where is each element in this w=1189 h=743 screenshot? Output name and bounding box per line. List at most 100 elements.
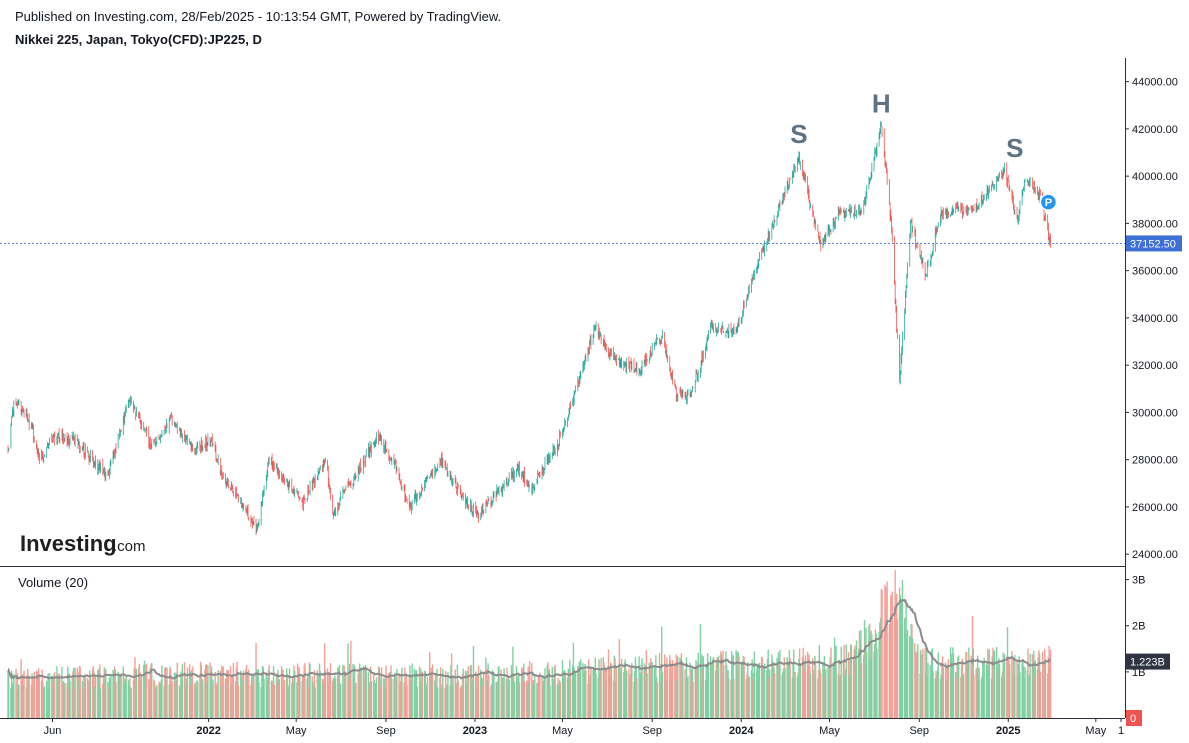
volume-bar	[972, 648, 974, 718]
volume-bar	[117, 671, 119, 718]
volume-bar	[276, 673, 278, 718]
x-tick-label: 2024	[729, 725, 754, 737]
volume-bar	[425, 683, 427, 718]
volume-bar	[1006, 627, 1009, 718]
volume-bar	[1047, 657, 1050, 718]
volume-bar	[758, 663, 760, 718]
volume-bar	[235, 667, 238, 718]
volume-bar	[444, 687, 446, 718]
volume-bar	[420, 686, 423, 718]
volume-bar	[582, 663, 584, 718]
volume-bar	[666, 664, 669, 718]
volume-bar	[455, 682, 458, 718]
last-price-label: 37152.50	[1130, 238, 1176, 250]
volume-bar	[231, 675, 233, 718]
volume-bar	[62, 681, 65, 718]
volume-bar	[408, 675, 410, 718]
volume-bar	[940, 674, 942, 718]
volume-bar	[905, 600, 907, 718]
volume-bar	[127, 679, 130, 718]
volume-bar	[434, 680, 436, 718]
volume-bar	[122, 666, 124, 718]
volume-bar	[615, 682, 617, 718]
volume-bar	[747, 677, 750, 718]
volume-bar	[446, 684, 448, 718]
volume-bar	[874, 629, 877, 718]
volume-bar	[191, 669, 193, 718]
y-tick-label: 36000.00	[1132, 266, 1178, 278]
volume-bar	[801, 657, 804, 718]
volume-bar	[1049, 668, 1051, 718]
volume-bar	[395, 679, 397, 718]
volume-bar	[690, 670, 692, 718]
volume-bar	[196, 680, 198, 718]
volume-bar	[684, 668, 686, 718]
volume-bar	[457, 680, 459, 718]
volume-bar	[396, 668, 398, 718]
volume-bar	[137, 668, 140, 718]
volume-bar	[794, 672, 796, 718]
volume-bar	[161, 665, 163, 718]
volume-bar	[86, 678, 89, 718]
volume-bar	[863, 654, 865, 718]
volume-bar	[224, 678, 227, 718]
volume-bar	[692, 681, 694, 718]
volume-bar	[360, 667, 362, 718]
volume-bar	[802, 647, 804, 718]
volume-bar	[625, 669, 627, 718]
volume-bar	[915, 654, 918, 718]
volume-bar	[547, 670, 550, 718]
volume-bar	[573, 667, 575, 718]
volume-bar	[307, 673, 309, 718]
volume-bar	[864, 641, 866, 718]
volume-bar	[426, 688, 428, 718]
volume-bar	[358, 663, 361, 718]
volume-bar	[548, 668, 551, 718]
volume-bar	[439, 677, 441, 718]
volume-bar	[155, 687, 157, 718]
volume-bar	[102, 678, 105, 718]
volume-bar	[998, 657, 1000, 718]
volume-bar	[976, 655, 979, 718]
volume-bar	[232, 676, 234, 718]
volume-bar	[577, 666, 579, 718]
volume-bar	[852, 658, 855, 718]
volume-bar	[768, 669, 771, 718]
volume-bar	[221, 665, 223, 718]
volume-bar	[140, 675, 143, 718]
volume-bar	[342, 664, 344, 718]
volume-bar	[156, 685, 158, 718]
volume-bar	[931, 648, 934, 718]
volume-bar	[566, 677, 569, 718]
volume-bar	[666, 657, 668, 718]
volume-bar	[798, 648, 801, 718]
volume-bar	[687, 676, 689, 718]
volume-bar	[633, 681, 635, 718]
volume-bar	[825, 668, 827, 718]
volume-bar	[277, 670, 279, 718]
volume-bar	[689, 662, 691, 718]
volume-bar	[200, 664, 203, 718]
volume-bar	[323, 678, 325, 718]
volume-bar	[307, 686, 310, 718]
volume-bar	[828, 667, 831, 718]
event-marker-icon[interactable]	[1039, 193, 1058, 211]
volume-bar	[355, 682, 357, 718]
volume-bar	[266, 685, 268, 718]
volume-bar	[445, 686, 448, 718]
volume-bar	[240, 686, 243, 718]
volume-bar	[788, 650, 791, 718]
volume-bar	[763, 666, 765, 718]
volume-bar	[158, 681, 160, 718]
volume-bar	[710, 664, 713, 718]
volume-bar	[706, 653, 709, 718]
volume-bar	[230, 682, 232, 718]
volume-bar	[248, 669, 250, 718]
volume-bar	[910, 623, 912, 718]
volume-bar	[727, 670, 729, 718]
volume-bar	[16, 673, 19, 718]
volume-bar	[669, 655, 671, 718]
volume-bar	[899, 595, 901, 718]
volume-bar	[416, 686, 418, 718]
